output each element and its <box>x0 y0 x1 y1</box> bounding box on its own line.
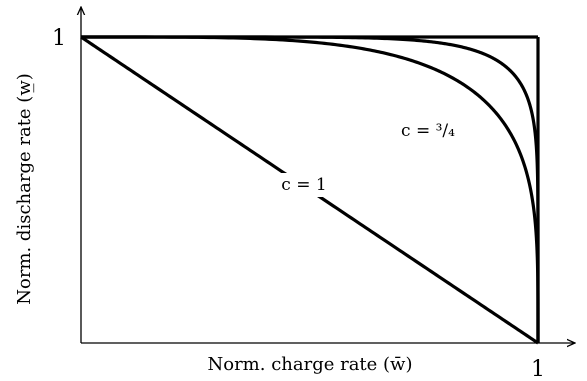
x-axis-title: Norm. charge rate (w̄) <box>207 354 412 375</box>
series-1-label: c = 1 <box>281 175 326 195</box>
plot-area: c = 1 c = ³/₄ 1 1 <box>52 7 575 381</box>
series-2-label: c = ³/₄ <box>401 121 455 141</box>
y-tick-label-1: 1 <box>52 26 66 51</box>
series-2-label-bg <box>397 119 460 143</box>
series-1-label-bg <box>277 173 331 197</box>
y-axis-title: Norm. discharge rate (w̲) <box>14 73 35 305</box>
x-tick-label-1: 1 <box>531 357 545 381</box>
series-3-line <box>81 35 540 343</box>
series-2-line <box>81 35 540 343</box>
